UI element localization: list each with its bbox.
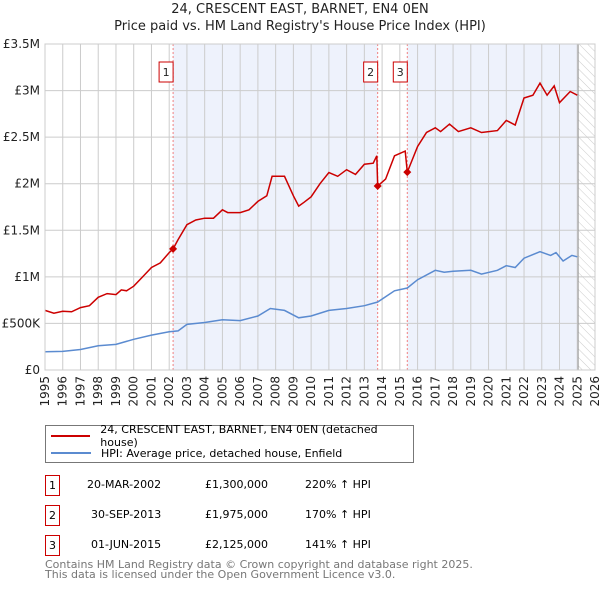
future-hatch (578, 44, 595, 370)
chart-subtitle: Price paid vs. HM Land Registry's House … (114, 19, 486, 34)
legend-swatch-property (51, 435, 91, 437)
legend-swatch-hpi (51, 452, 91, 454)
x-tick-label: 2004 (198, 376, 212, 407)
shaded-period-2 (407, 44, 579, 370)
transaction-row: 2 30-SEP-2013 £1,975,000 170% ↑ HPI (45, 505, 445, 526)
x-tick-label: 1997 (73, 376, 87, 407)
sale-point-marker (373, 182, 382, 191)
chart-title: 24, CRESCENT EAST, BARNET, EN4 0EN (171, 2, 429, 17)
x-tick-label: 2018 (446, 376, 460, 407)
legend-item-hpi: HPI: Average price, detached house, Enfi… (51, 445, 342, 461)
x-tick-label: 2013 (357, 376, 371, 407)
y-tick-label: £3.5M (3, 37, 40, 51)
x-tick-label: 2017 (428, 376, 442, 407)
x-tick-label: 2023 (535, 376, 549, 407)
sale-label-box (363, 61, 379, 83)
sale-label-box (392, 61, 408, 83)
transaction-row: 1 20-MAR-2002 £1,300,000 220% ↑ HPI (45, 475, 445, 496)
sale-label-box (158, 61, 174, 83)
transaction-number: 1 (45, 475, 60, 496)
x-tick-label: 2005 (215, 376, 229, 407)
x-tick-label: 1999 (109, 376, 123, 407)
legend-item-property: 24, CRESCENT EAST, BARNET, EN4 0EN (deta… (51, 423, 413, 449)
sale-label: 2 (367, 66, 374, 79)
x-tick-label: 2001 (144, 376, 158, 407)
legend-label-property: 24, CRESCENT EAST, BARNET, EN4 0EN (deta… (100, 423, 378, 449)
y-tick-label: £0 (25, 363, 40, 377)
price-chart: 1995 1996 1997 1998 1999 2000 2001 2002 2003 2004… (2, 37, 600, 407)
x-tick-label: 2021 (499, 376, 513, 407)
x-tick-label: 2024 (553, 376, 567, 407)
x-tick-label: 2014 (375, 376, 389, 407)
x-tick-label: 2008 (269, 376, 283, 407)
x-tick-label: 2019 (464, 376, 478, 407)
transaction-price: £2,125,000 (205, 538, 268, 551)
transaction-price: £1,975,000 (205, 508, 268, 521)
legend: 24, CRESCENT EAST, BARNET, EN4 0EN (deta… (45, 423, 414, 463)
x-tick-label: 2006 (233, 376, 247, 407)
y-tick-label: £2M (14, 177, 40, 191)
y-tick-label: £500K (2, 316, 42, 330)
transaction-date: 20-MAR-2002 (87, 478, 162, 491)
x-tick-label: 1995 (38, 376, 52, 407)
y-tick-label: £2.5M (3, 130, 40, 144)
transaction-price: £1,300,000 (205, 478, 268, 491)
y-tick-label: £1M (14, 270, 40, 284)
x-tick-label: 2022 (517, 376, 531, 407)
x-tick-label: 2026 (588, 376, 600, 407)
sale-label: 3 (397, 66, 404, 79)
x-tick-label: 2003 (180, 376, 194, 407)
x-tick-label: 2012 (340, 376, 354, 407)
transaction-number: 3 (45, 535, 60, 556)
x-tick-label: 1998 (91, 376, 105, 407)
y-tick-label: £3M (14, 84, 40, 98)
x-tick-label: 2007 (251, 376, 265, 407)
hpi-line (44, 250, 578, 353)
footer: Contains HM Land Registry data © Crown c… (45, 558, 473, 581)
x-tick-label: 2016 (411, 376, 425, 407)
x-tick-label: 2000 (127, 376, 141, 407)
x-tick-label: 1996 (56, 376, 70, 407)
transaction-date: 01-JUN-2015 (91, 538, 162, 551)
x-tick-label: 2020 (482, 376, 496, 407)
x-tick-label: 2015 (393, 376, 407, 407)
x-tick-label: 2002 (162, 376, 176, 407)
sale-label: 1 (163, 66, 170, 79)
sale-point-marker (169, 244, 178, 253)
x-tick-label: 2009 (286, 376, 300, 407)
transaction-number: 2 (45, 505, 60, 526)
transaction-row: 3 01-JUN-2015 £2,125,000 141% ↑ HPI (45, 535, 445, 556)
property-price-line (44, 81, 578, 314)
transaction-date: 30-SEP-2013 (91, 508, 162, 521)
x-tick-label: 2010 (304, 376, 318, 407)
footer-copyright: Contains HM Land Registry data © Crown c… (45, 558, 473, 571)
transaction-hpi: 141% ↑ HPI (305, 538, 371, 551)
transaction-hpi: 220% ↑ HPI (305, 478, 371, 491)
footer-licence: This data is licensed under the Open Gov… (45, 568, 396, 581)
plot-border (44, 43, 596, 371)
y-tick-label: £1.5M (3, 223, 40, 237)
sale-point-marker (403, 168, 412, 177)
legend-label-hpi: HPI: Average price, detached house, Enfi… (101, 446, 343, 460)
x-tick-label: 2011 (322, 376, 336, 407)
x-tick-label: 2025 (570, 376, 584, 407)
transaction-hpi: 170% ↑ HPI (305, 508, 371, 521)
